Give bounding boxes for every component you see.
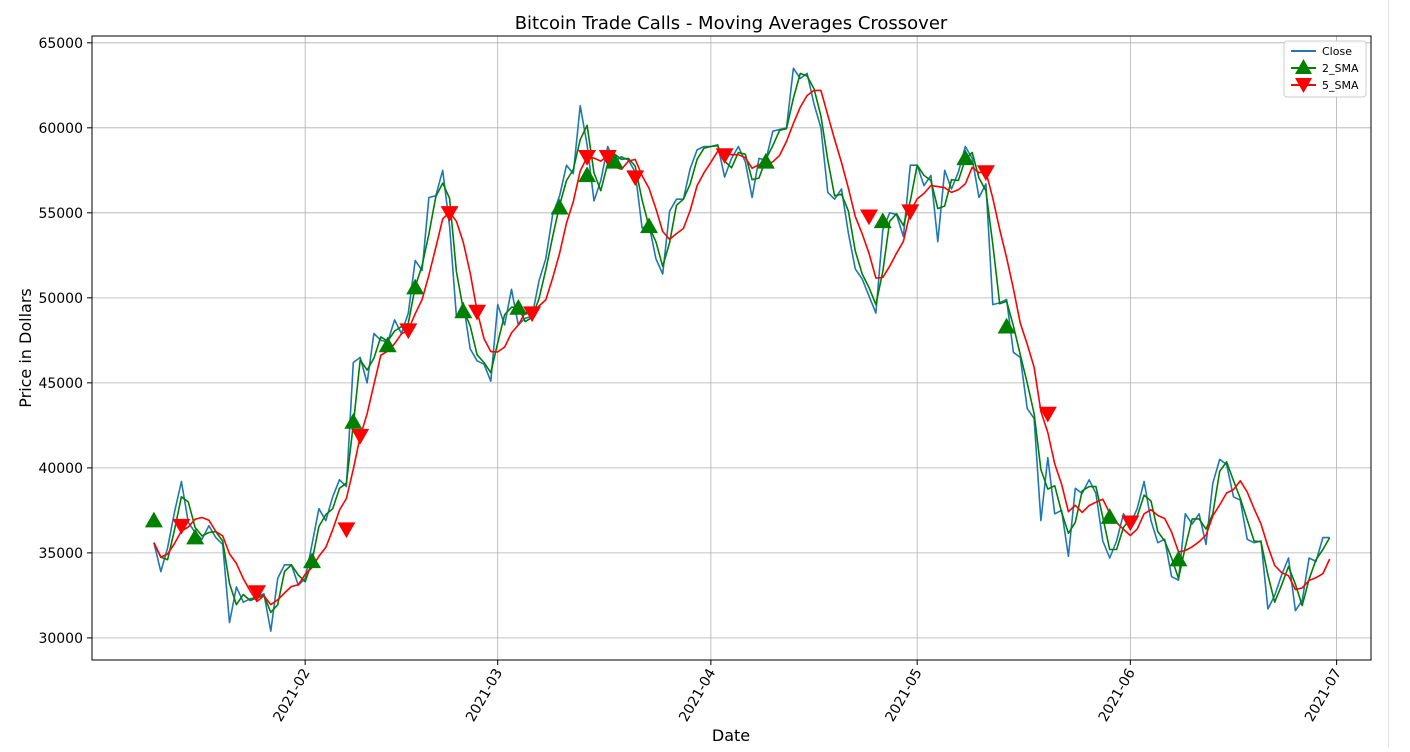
sell-marker [860, 209, 879, 226]
sell-marker [626, 170, 645, 187]
buy-marker [344, 412, 363, 429]
buy-marker [144, 511, 163, 528]
buy-marker [509, 299, 528, 315]
buy-marker [756, 152, 775, 169]
y-tick-label: 40000 [38, 461, 83, 477]
chart-title: Bitcoin Trade Calls - Moving Averages Cr… [515, 13, 948, 34]
x-axis-label: Date [712, 726, 750, 745]
axes: 30000 35000 40000 45000 50000 55000 60000 65000… [38, 36, 1345, 725]
buy-marker [997, 317, 1016, 334]
legend-close-label: Close [1322, 45, 1352, 58]
y-tick-label: 45000 [38, 376, 83, 392]
buy-marker [1100, 508, 1119, 524]
x-tick-label: 2021-06 [1096, 666, 1139, 725]
x-tick-label: 2021-03 [463, 666, 506, 725]
y-tick-label: 60000 [38, 121, 83, 137]
y-tick-label: 50000 [38, 291, 83, 307]
sell-marker [715, 148, 734, 165]
buy-marker [550, 198, 569, 215]
y-tick-label: 30000 [38, 631, 83, 647]
y-axis-label: Price in Dollars [16, 288, 35, 408]
plot-frame [91, 35, 1372, 661]
legend-sma2-label: 2_SMA [1322, 62, 1359, 75]
x-tick-label: 2021-07 [1302, 666, 1345, 725]
sell-marker [1038, 406, 1057, 423]
buy-marker [1169, 550, 1188, 567]
buy-marker [605, 152, 624, 169]
sell-marker [578, 149, 597, 166]
series-lines [153, 67, 1331, 632]
y-tick-label: 55000 [38, 206, 83, 222]
buy-marker [956, 149, 975, 166]
sell-marker [172, 518, 191, 535]
y-tick-label: 65000 [38, 36, 83, 52]
sell-marker [337, 522, 356, 539]
page-edge-rule [1388, 0, 1389, 748]
buy-marker [639, 217, 658, 234]
sell-marker [598, 149, 617, 166]
buy-marker [378, 336, 397, 353]
buy-marker [873, 212, 892, 229]
x-tick-label: 2021-05 [883, 666, 926, 725]
legend-sma5-label: 5_SMA [1322, 79, 1359, 92]
series-line-5-sma [153, 89, 1331, 606]
buy-marker [406, 278, 425, 295]
sell-marker [351, 428, 370, 445]
buy-marker [454, 302, 473, 319]
sell-marker [468, 304, 487, 321]
buy-marker [186, 528, 205, 545]
x-tick-label: 2021-04 [676, 666, 719, 725]
sell-marker [523, 306, 542, 323]
buy-marker [578, 166, 597, 183]
sell-marker [248, 585, 267, 601]
y-tick-label: 35000 [38, 546, 83, 562]
sell-marker [1121, 515, 1140, 532]
sell-marker [976, 165, 995, 182]
sell-marker [440, 206, 459, 222]
buy-marker [303, 552, 322, 569]
sell-marker [901, 204, 920, 221]
grid-lines [92, 36, 1371, 660]
legend-sell-marker [1295, 78, 1312, 93]
legend-buy-marker [1295, 59, 1312, 74]
x-tick-label: 2021-02 [271, 666, 314, 725]
legend: Close 2_SMA 5_SMA [1283, 40, 1367, 98]
signal-markers [144, 148, 1188, 601]
sell-marker [399, 323, 418, 340]
